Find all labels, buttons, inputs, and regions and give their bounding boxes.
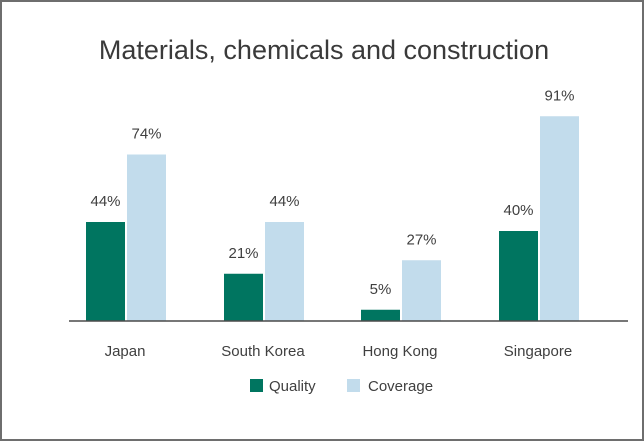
legend: Quality Coverage [250, 378, 433, 395]
category-label-singapore: Singapore [504, 343, 572, 360]
category-label-south-korea: South Korea [221, 343, 305, 360]
category-label-japan: Japan [105, 343, 146, 360]
value-labels-group: 44% 74% 21% 44% 5% 27% 40% 91% [90, 87, 574, 298]
value-label-coverage-singapore: 91% [544, 87, 574, 104]
legend-swatch-coverage [347, 379, 360, 392]
value-label-quality-singapore: 40% [503, 202, 533, 219]
value-label-quality-hong-kong: 5% [370, 281, 392, 298]
bar-quality-south-korea [224, 273, 263, 321]
bar-quality-singapore [499, 231, 538, 321]
bar-quality-japan [86, 222, 125, 321]
value-label-quality-japan: 44% [90, 193, 120, 210]
bar-coverage-japan [127, 154, 166, 321]
legend-label-coverage: Coverage [368, 378, 433, 395]
bars-group [86, 116, 579, 321]
chart-title: Materials, chemicals and construction [99, 35, 549, 65]
bar-coverage-south-korea [265, 222, 304, 321]
value-label-coverage-hong-kong: 27% [406, 231, 436, 248]
value-label-coverage-japan: 74% [131, 126, 161, 143]
bar-quality-hong-kong [361, 309, 400, 321]
legend-swatch-quality [250, 379, 263, 392]
value-label-coverage-south-korea: 44% [269, 193, 299, 210]
category-labels-group: Japan South Korea Hong Kong Singapore [105, 343, 573, 360]
category-label-hong-kong: Hong Kong [362, 343, 437, 360]
value-label-quality-south-korea: 21% [228, 245, 258, 262]
bar-coverage-hong-kong [402, 260, 441, 321]
legend-label-quality: Quality [269, 378, 316, 395]
bar-coverage-singapore [540, 116, 579, 321]
